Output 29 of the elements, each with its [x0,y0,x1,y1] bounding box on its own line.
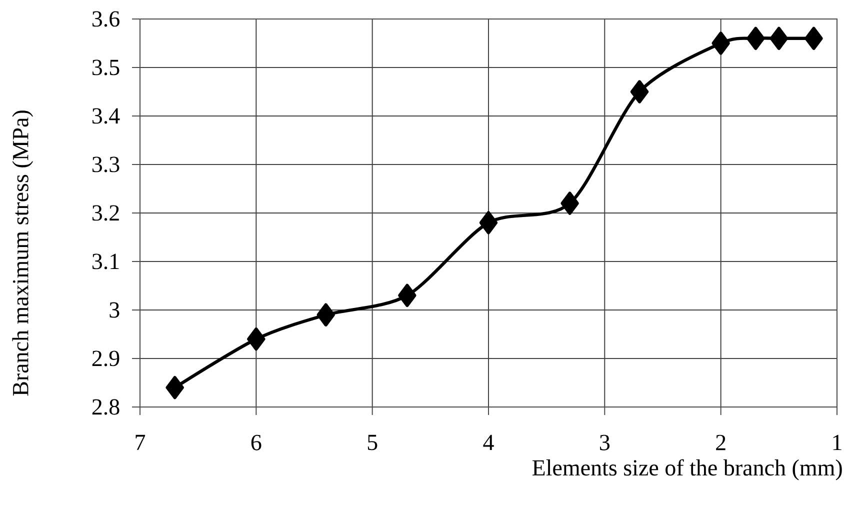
y-tick-label: 2.8 [92,399,120,415]
y-tick-label: 3.6 [92,11,120,27]
point [166,376,184,400]
y-tick-label: 3.2 [92,205,119,221]
y-tick-label: 3.4 [92,108,120,124]
x-tick-label: 6 [251,434,262,450]
y-tick-label: 3.3 [92,156,120,172]
x-tick-label: 1 [833,434,842,450]
y-tick-label: 3.5 [92,60,120,76]
point [746,26,765,50]
point [398,284,416,308]
point [560,192,579,215]
x-tick-label: 2 [716,434,726,450]
point [630,80,649,104]
y-tick-label: 3 [110,302,120,318]
y-tick-label: 3.1 [92,254,119,270]
x-axis-title: Elements size of the branch (mm) [532,459,842,480]
point [247,328,266,351]
x-tick-label: 3 [600,434,610,450]
y-tick-label: 2.9 [92,350,120,366]
point [712,32,730,55]
x-tick-label: 5 [368,434,378,450]
point [316,303,335,326]
point [804,26,823,50]
x-tick-label: 4 [483,434,494,450]
x-tick-label: 7 [136,434,146,450]
y-axis-title: Branch maximum stress (MPa) [12,110,34,396]
point [770,26,788,50]
point [479,211,498,234]
